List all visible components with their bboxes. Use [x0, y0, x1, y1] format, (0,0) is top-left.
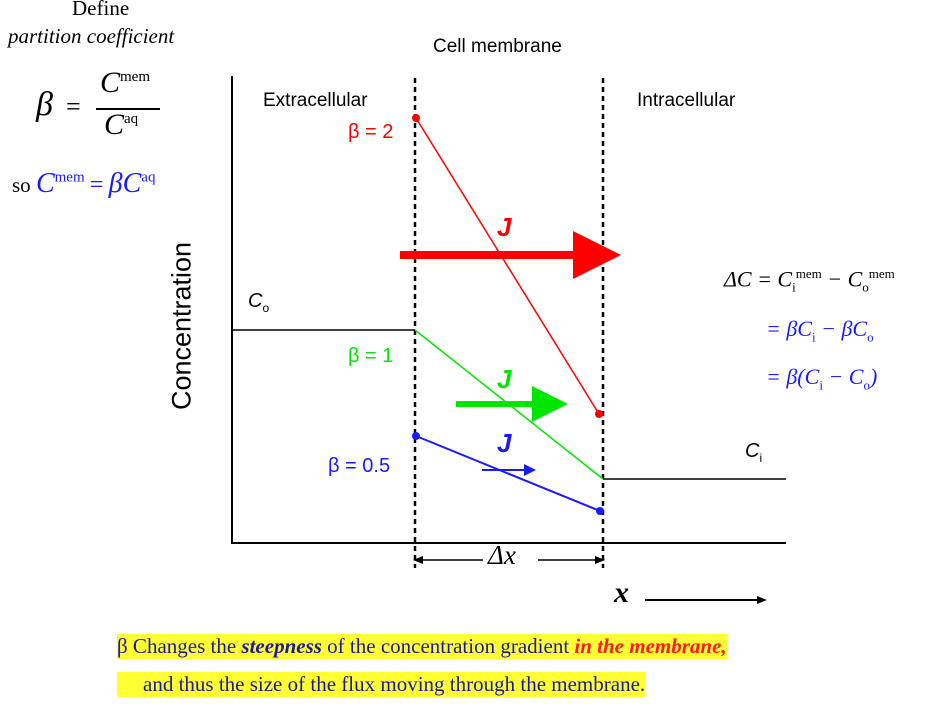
- fraction-denominator: Caq: [104, 108, 139, 141]
- ci-label: Ci: [745, 440, 763, 465]
- delta-c-line1: ΔC = Cimem − Comem: [724, 266, 895, 295]
- define-subtitle: partition coefficient: [8, 24, 175, 48]
- caption-line2: and thus the size of the flux moving thr…: [117, 672, 646, 697]
- extracellular-label: Extracellular: [263, 90, 368, 111]
- beta1-label: β = 1: [348, 345, 394, 367]
- equals-sign: =: [66, 92, 81, 121]
- x-axis-label: x: [614, 576, 629, 609]
- so-eq: =: [89, 172, 104, 198]
- beta05-gradient-line: [415, 435, 601, 512]
- y-axis-label: Concentration: [166, 241, 197, 411]
- delta-c-line3: = β(Ci − Co): [766, 364, 878, 393]
- flux-label-beta05: J: [497, 428, 512, 458]
- beta05-start-point: [412, 432, 420, 440]
- so-rhs: βCaq: [108, 168, 156, 199]
- beta2-end-point: [595, 410, 603, 418]
- flux-label-beta1: J: [497, 364, 512, 394]
- define-title: Define: [72, 0, 130, 20]
- beta-symbol: β: [36, 86, 53, 123]
- beta05-label: β = 0.5: [328, 455, 391, 477]
- fraction-bar: [96, 108, 160, 110]
- intracellular-label: Intracellular: [637, 90, 736, 111]
- so-equation: so Cmem = βCaq: [12, 168, 155, 200]
- beta05-end-point: [596, 507, 604, 515]
- delta-c-line2: = βCi − βCo: [766, 316, 874, 345]
- so-text: so: [12, 173, 31, 197]
- delta-x-label: Δx: [488, 540, 516, 570]
- caption-line1: β Changes the steepness of the concentra…: [117, 634, 727, 659]
- cell-membrane-label: Cell membrane: [433, 36, 562, 57]
- so-lhs: Cmem: [35, 168, 85, 199]
- beta2-label: β = 2: [348, 121, 394, 143]
- fraction-numerator: Cmem: [100, 66, 151, 99]
- beta2-start-point: [412, 114, 420, 122]
- co-label: Co: [248, 290, 270, 315]
- beta2-gradient-line: [415, 117, 600, 415]
- flux-label-beta2: J: [497, 212, 512, 242]
